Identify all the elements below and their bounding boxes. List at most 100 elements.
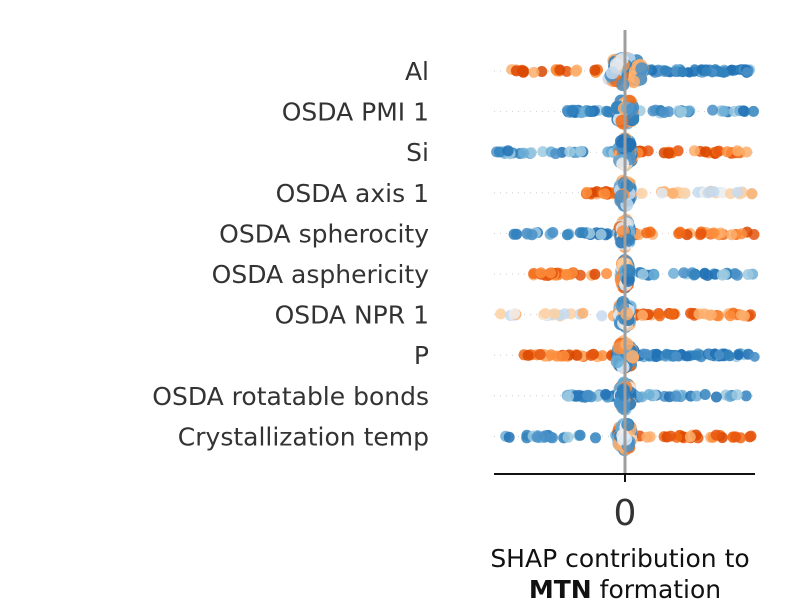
data-point xyxy=(626,112,640,126)
data-point xyxy=(575,145,587,157)
feature-label: OSDA axis 1 xyxy=(276,179,429,208)
data-point xyxy=(605,66,619,80)
data-point xyxy=(643,389,655,400)
data-point xyxy=(663,147,675,159)
feature-label: OSDA NPR 1 xyxy=(275,301,429,330)
data-point xyxy=(654,310,666,322)
feature-label: Al xyxy=(405,57,429,86)
data-point xyxy=(731,186,743,198)
data-point xyxy=(620,337,634,351)
data-point xyxy=(741,146,753,158)
data-point xyxy=(561,229,573,241)
data-point xyxy=(577,227,589,239)
feature-label: OSDA spherocity xyxy=(219,219,429,248)
data-point xyxy=(570,390,582,402)
data-point xyxy=(636,187,648,199)
data-point xyxy=(570,65,582,77)
data-point xyxy=(695,228,707,240)
data-point xyxy=(731,269,743,281)
feature-label: OSDA rotatable bonds xyxy=(152,382,429,411)
data-point xyxy=(599,188,611,200)
data-point xyxy=(503,431,515,443)
data-point xyxy=(535,267,547,279)
data-point xyxy=(700,146,712,158)
x-axis-label-line1: SHAP contribution to xyxy=(490,544,749,573)
data-point xyxy=(518,147,530,159)
data-point xyxy=(545,349,557,361)
data-point xyxy=(627,75,640,89)
data-point xyxy=(595,229,607,240)
data-point xyxy=(678,267,690,279)
data-point xyxy=(667,187,679,199)
data-point xyxy=(705,309,717,321)
data-point xyxy=(581,186,593,198)
data-point xyxy=(564,146,576,158)
data-point xyxy=(679,187,691,199)
data-point xyxy=(651,348,662,359)
feature-labels: Al OSDA PMI 1 Si OSDA axis 1 OSDA spherocity… xyxy=(152,57,429,451)
data-point xyxy=(742,67,753,78)
data-point xyxy=(668,267,680,279)
data-point xyxy=(560,268,572,280)
data-point xyxy=(749,351,760,362)
data-point xyxy=(721,146,733,158)
data-point xyxy=(574,429,586,441)
data-point xyxy=(644,226,656,238)
data-point xyxy=(550,148,562,160)
data-point xyxy=(531,431,543,443)
data-point xyxy=(582,389,594,401)
data-point xyxy=(701,66,712,77)
data-point xyxy=(610,355,624,369)
data-point xyxy=(724,310,736,322)
data-point xyxy=(730,431,742,443)
data-point xyxy=(666,308,678,320)
x-axis-label-line2: MTN formation xyxy=(529,575,721,600)
feature-label: OSDA asphericity xyxy=(212,260,430,289)
x-tick-label-0: 0 xyxy=(614,493,637,534)
data-point xyxy=(658,107,670,118)
data-point xyxy=(671,351,682,362)
data-point xyxy=(738,105,749,117)
data-point xyxy=(522,349,534,361)
data-point xyxy=(718,105,730,117)
data-point xyxy=(708,186,720,198)
data-point xyxy=(691,390,703,402)
data-point xyxy=(537,146,549,158)
data-point xyxy=(733,350,744,361)
data-point xyxy=(710,391,722,403)
data-point xyxy=(620,307,634,321)
data-point xyxy=(707,104,719,116)
data-point xyxy=(597,350,608,362)
data-point xyxy=(674,226,686,238)
data-point xyxy=(708,227,720,239)
data-point xyxy=(665,430,677,442)
data-point xyxy=(596,310,608,322)
data-point xyxy=(549,308,561,320)
data-point xyxy=(494,146,506,158)
data-point xyxy=(702,269,714,281)
data-point xyxy=(495,308,507,320)
data-point xyxy=(577,307,589,319)
data-point xyxy=(638,348,649,359)
data-point xyxy=(616,157,630,171)
data-point xyxy=(726,229,738,241)
data-point xyxy=(731,145,743,157)
data-point xyxy=(684,431,696,443)
data-point xyxy=(675,106,687,118)
data-point xyxy=(615,114,629,128)
feature-label: OSDA PMI 1 xyxy=(282,98,429,127)
x-axis-label-bold: MTN xyxy=(529,575,592,600)
data-point xyxy=(710,429,722,441)
data-point xyxy=(534,349,546,360)
data-point xyxy=(536,66,548,77)
data-point xyxy=(656,187,668,199)
data-point xyxy=(559,308,571,320)
data-point xyxy=(746,188,758,200)
data-point xyxy=(589,64,601,76)
data-point xyxy=(685,307,697,319)
data-point xyxy=(502,145,514,157)
data-point xyxy=(566,104,578,116)
data-point xyxy=(745,430,757,442)
data-point xyxy=(660,65,671,76)
data-point xyxy=(735,228,747,240)
